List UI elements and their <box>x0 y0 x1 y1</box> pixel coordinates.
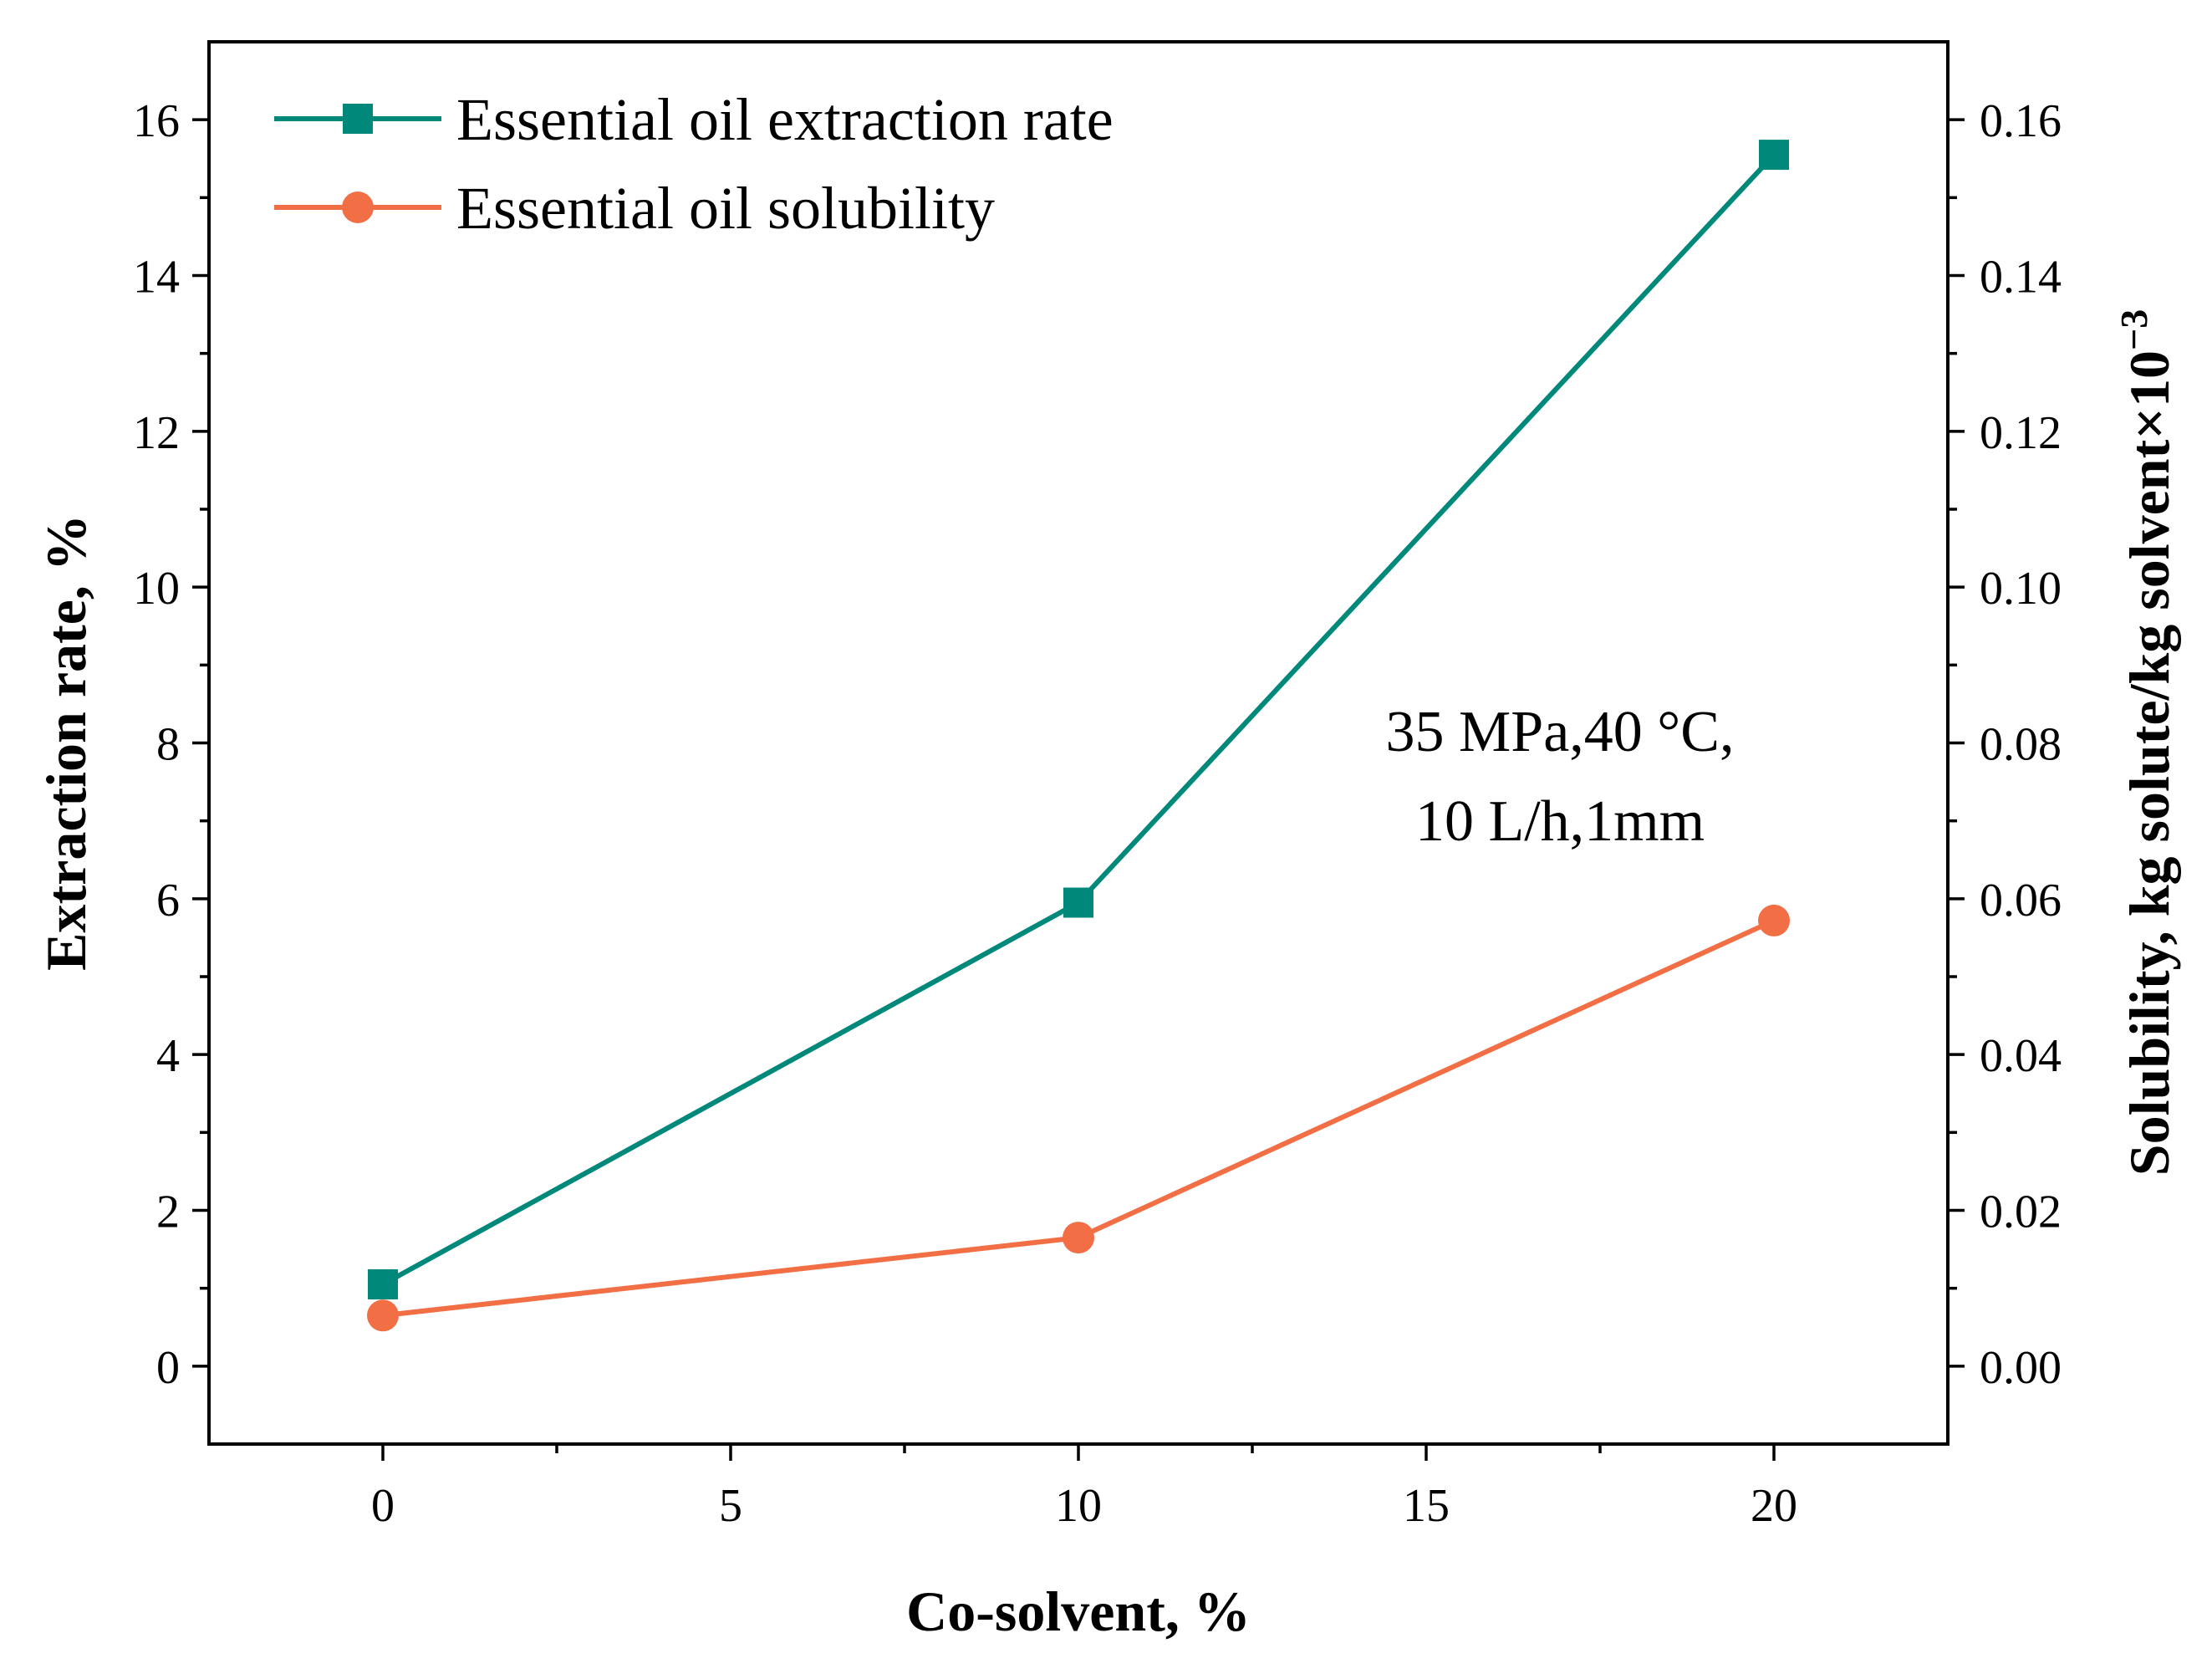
y-right-axis-title: Solubility, kg solute/kg solvent×10−3 <box>2113 309 2181 1176</box>
x-tick-label: 0 <box>371 1480 395 1532</box>
y-right-tick-label: 0.00 <box>1980 1342 2062 1394</box>
y-left-tick-label: 8 <box>156 719 180 771</box>
annotation-line-1: 35 MPa,40 °C, <box>1386 700 1735 764</box>
y-right-tick-label: 0.14 <box>1980 252 2062 304</box>
y-right-tick-label: 0.10 <box>1980 563 2062 615</box>
data-point-solubility <box>1758 904 1790 937</box>
y-left-tick-label: 12 <box>133 407 180 459</box>
y-left-tick-label: 14 <box>133 252 180 304</box>
annotation: 35 MPa,40 °C, 10 L/h,1mm <box>1386 700 1735 854</box>
y-right-tick-label: 0.06 <box>1980 875 2062 926</box>
series-layer <box>367 140 1790 1332</box>
legend: Essential oil extraction rate Essential … <box>274 86 1114 242</box>
y-left-tick-label: 6 <box>156 875 180 926</box>
x-tick-label: 20 <box>1751 1480 1797 1532</box>
legend-label-extraction: Essential oil extraction rate <box>456 86 1114 153</box>
annotation-line-2: 10 L/h,1mm <box>1415 789 1705 854</box>
x-tick-label: 10 <box>1055 1480 1102 1532</box>
plot-frame <box>207 40 1950 1446</box>
y-left-tick-label: 10 <box>133 563 180 615</box>
series-line-solubility <box>382 918 1776 1319</box>
y-right-axis-title-main: Solubility, kg solute/kg solvent×10 <box>2118 350 2181 1176</box>
y-right-tick-label: 0.04 <box>1980 1030 2062 1082</box>
legend-label-solubility: Essential oil solubility <box>456 175 995 242</box>
y-right-axis-title-exponent: −3 <box>2113 309 2155 350</box>
data-point-solubility <box>367 1299 399 1332</box>
y-right-tick-label: 0.12 <box>1980 407 2062 459</box>
y-left-tick-label: 2 <box>156 1187 180 1238</box>
y-right-tick-label: 0.02 <box>1980 1187 2062 1238</box>
legend-marker-square <box>343 104 373 134</box>
legend-marker-circle <box>342 191 374 223</box>
y-right-tick-label: 0.08 <box>1980 719 2062 771</box>
x-axis-title: Co-solvent, % <box>906 1580 1251 1643</box>
x-tick-label: 15 <box>1403 1480 1450 1532</box>
y-left-tick-label: 4 <box>156 1030 180 1082</box>
data-point-extraction-rate <box>368 1269 398 1300</box>
data-point-extraction-rate <box>1063 887 1093 918</box>
data-point-extraction-rate <box>1759 140 1789 171</box>
y-left-tick-label: 16 <box>133 95 180 147</box>
y-left-axis-title: Extraction rate, % <box>34 514 98 971</box>
x-tick-label: 5 <box>719 1480 742 1532</box>
ticks-layer: 0 5 10 15 20 0 2 4 6 8 10 12 14 16 0.00 0.02 0.04 0.06 0.0… <box>133 95 2062 1532</box>
y-right-tick-label: 0.16 <box>1980 95 2062 147</box>
y-left-tick-label: 0 <box>156 1342 180 1394</box>
data-point-solubility <box>1063 1222 1094 1254</box>
